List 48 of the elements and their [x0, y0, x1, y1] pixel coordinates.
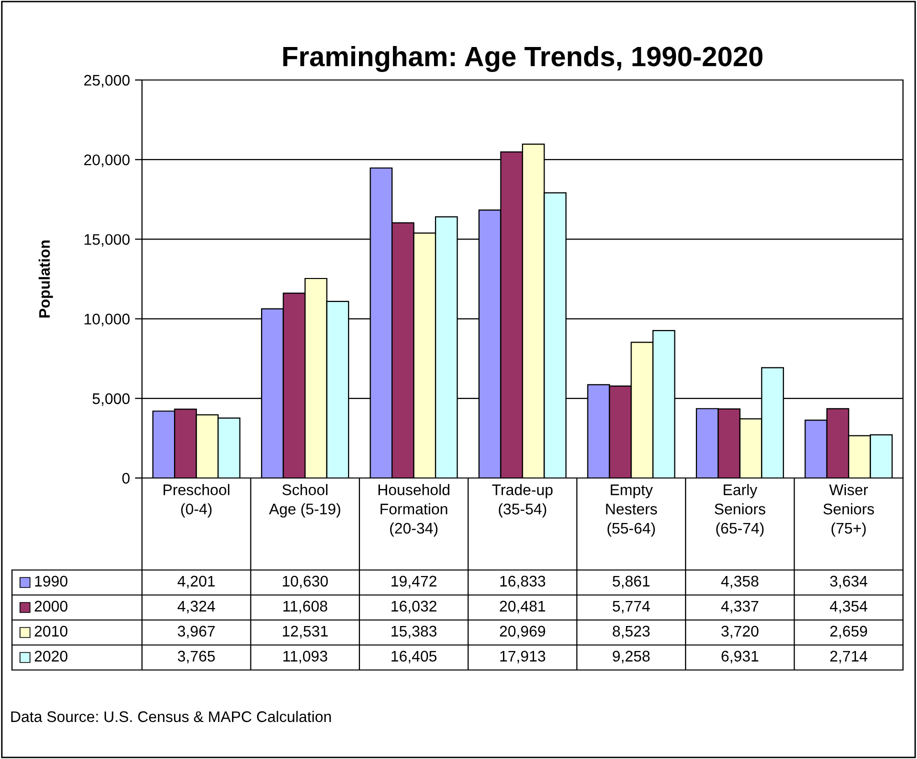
data-label: 12,531 — [282, 626, 328, 638]
data-label: 4,354 — [830, 600, 868, 614]
y-tick-label: 25,000 — [84, 74, 130, 88]
data-label: 6,931 — [722, 650, 758, 664]
data-label: 4,358 — [721, 576, 758, 588]
y-tick-label: 5,000 — [92, 393, 130, 406]
y-tick-label: 15,000 — [84, 234, 130, 247]
x-tick-label: Trade-up (35-54) — [492, 484, 553, 518]
data-label: 4,324 — [178, 600, 216, 614]
x-tick-label: Early Seniors (65-74) — [714, 484, 766, 537]
x-tick-label: Preschool (0-4) — [164, 484, 230, 518]
data-label: 19,472 — [392, 576, 436, 588]
legend-label: 2010 — [34, 626, 68, 637]
data-label: 10,630 — [282, 576, 328, 588]
x-tick-label: Household Formation (20-34) — [378, 484, 450, 537]
y-tick-label: 10,000 — [84, 314, 130, 326]
y-tick-label: 20,000 — [84, 154, 130, 168]
data-label: 8,523 — [612, 626, 650, 638]
chart-title: Framingham: Age Trends, 1990-2020 — [283, 46, 762, 72]
source-note: Data Source: U.S. Census & MAPC Calculation — [11, 710, 331, 722]
x-tick-label: School Age (5-19) — [269, 484, 340, 518]
data-label: 5,774 — [612, 600, 650, 614]
data-label: 11,093 — [283, 650, 328, 664]
data-label: 3,634 — [830, 576, 868, 588]
data-label: 20,481 — [500, 600, 546, 614]
data-label: 16,833 — [500, 576, 546, 588]
legend-label: 2000 — [34, 600, 68, 612]
data-label: 4,337 — [721, 600, 758, 614]
data-label: 3,967 — [178, 626, 215, 638]
data-label: 17,913 — [500, 650, 546, 664]
data-label: 16,032 — [392, 600, 436, 614]
legend-label: 1990 — [35, 576, 68, 587]
data-label: 20,969 — [500, 626, 546, 638]
x-tick-label: Empty Nesters (55-64) — [606, 484, 657, 537]
data-label: 15,383 — [392, 626, 436, 638]
y-axis-title: Population — [38, 240, 53, 318]
data-label: 16,405 — [392, 650, 437, 664]
data-label: 11,608 — [283, 600, 328, 614]
data-label: 4,201 — [178, 576, 215, 588]
data-label: 2,659 — [830, 626, 868, 638]
data-label: 5,861 — [612, 576, 650, 588]
data-label: 2,714 — [830, 650, 868, 664]
y-tick-label: 0 — [122, 472, 130, 484]
x-tick-label: Wiser Seniors (75+) — [823, 484, 874, 537]
data-label: 9,258 — [612, 650, 650, 664]
legend-label: 2020 — [34, 650, 68, 662]
data-label: 3,720 — [721, 626, 758, 638]
data-label: 3,765 — [178, 650, 215, 664]
